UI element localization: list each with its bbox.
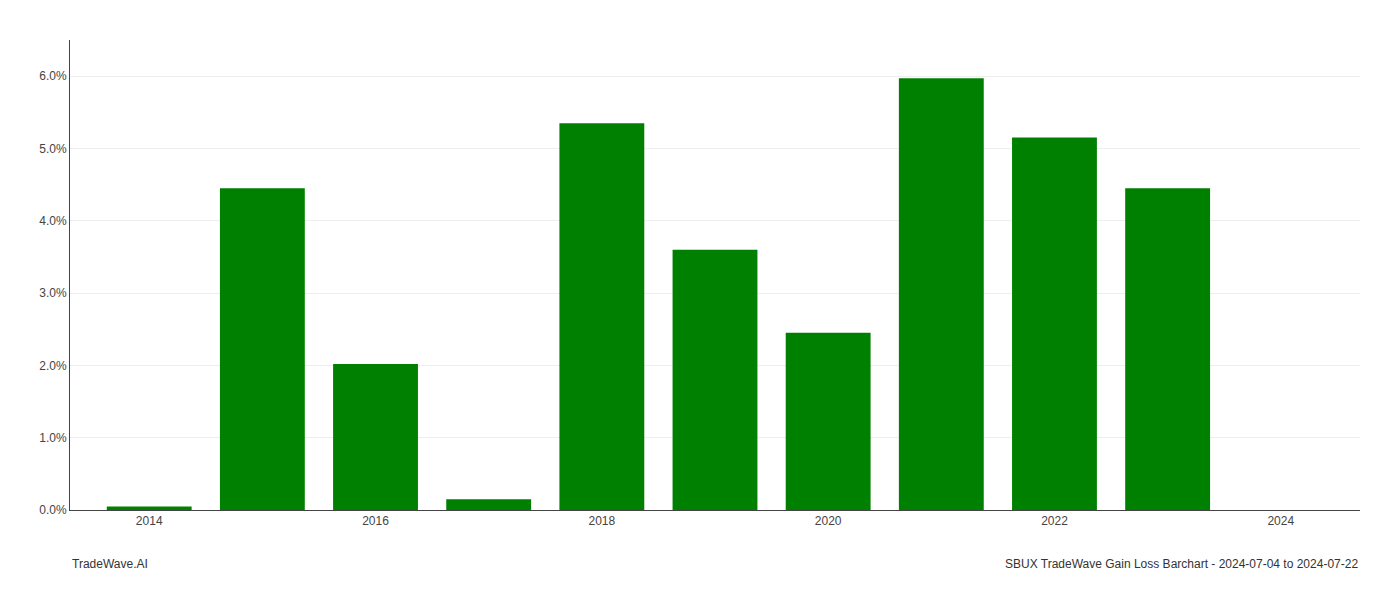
svg-text:3.0%: 3.0%	[39, 286, 67, 300]
svg-text:4.0%: 4.0%	[39, 214, 67, 228]
svg-text:2020: 2020	[815, 514, 842, 528]
svg-text:6.0%: 6.0%	[39, 69, 67, 83]
svg-text:2018: 2018	[588, 514, 615, 528]
svg-text:2016: 2016	[362, 514, 389, 528]
svg-text:2.0%: 2.0%	[39, 359, 67, 373]
svg-text:2024: 2024	[1267, 514, 1294, 528]
svg-text:SBUX TradeWave Gain Loss Barch: SBUX TradeWave Gain Loss Barchart - 2024…	[1005, 557, 1358, 571]
svg-text:5.0%: 5.0%	[39, 142, 67, 156]
svg-text:2014: 2014	[136, 514, 163, 528]
svg-text:TradeWave.AI: TradeWave.AI	[72, 557, 148, 571]
svg-text:0.0%: 0.0%	[39, 503, 67, 517]
svg-text:2022: 2022	[1041, 514, 1068, 528]
svg-text:1.0%: 1.0%	[39, 431, 67, 445]
